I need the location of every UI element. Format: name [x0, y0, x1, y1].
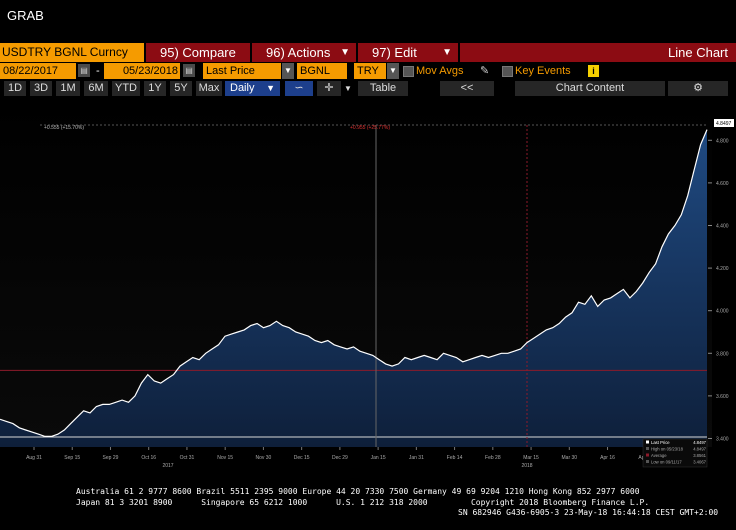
x-tick-label: Sep 15: [64, 455, 80, 461]
x-tick-label: Apr 16: [600, 455, 615, 461]
x-tick-label: Nov 30: [255, 455, 271, 461]
x-tick-label: Dec 29: [332, 455, 348, 461]
last-price-tag-label: 4.8497: [716, 121, 732, 127]
footer-contacts-2: Japan 81 3 3201 8900 Singapore 65 6212 1…: [76, 498, 650, 507]
x-tick-label: Nov 15: [217, 455, 233, 461]
compare-button[interactable]: 95) Compare: [146, 43, 250, 62]
footer-contacts-1: Australia 61 2 9777 8600 Brazil 5511 239…: [76, 487, 640, 496]
y-tick-label: 4.200: [716, 266, 729, 272]
legend-value: 4.8497: [693, 440, 706, 445]
crosshair-icon[interactable]: ✛: [317, 81, 341, 96]
view-mode-label: Line Chart: [460, 43, 736, 62]
edit-label: 97) Edit: [372, 45, 417, 60]
legend-box: [642, 438, 708, 468]
x-tick-label: Jan 31: [409, 455, 424, 461]
chevron-down-icon[interactable]: ▼: [282, 63, 294, 79]
source-field[interactable]: BGNL: [297, 63, 347, 79]
period-6m-button[interactable]: 6M: [84, 81, 108, 96]
x-tick-label: Dec 15: [294, 455, 310, 461]
calendar-icon[interactable]: ▤: [183, 64, 195, 77]
chevron-down-icon: ▼: [340, 47, 350, 58]
frequency-label: Daily: [230, 82, 255, 94]
line-chart-icon[interactable]: ∽: [285, 81, 313, 96]
actions-menu[interactable]: 96) Actions ▼: [252, 43, 356, 62]
x-tick-label: Oct 16: [141, 455, 156, 461]
range-annotation-left: +0.555 (+15.70%): [44, 125, 84, 131]
footer-serial: SN 682946 G436-6905-3 23-May-18 16:44:18…: [458, 508, 719, 517]
y-tick-label: 4.000: [716, 309, 729, 315]
key-events-label: Key Events: [515, 65, 571, 77]
period-bar: 1D 3D 1M 6M YTD 1Y 5Y Max Daily ▼ ∽ ✛ ▼ …: [0, 81, 736, 96]
table-button[interactable]: Table: [358, 81, 408, 96]
chart-content-button[interactable]: Chart Content: [515, 81, 665, 96]
x-tick-label: Aug 31: [26, 455, 42, 461]
y-tick-label: 4.600: [716, 181, 729, 187]
period-1m-button[interactable]: 1M: [56, 81, 80, 96]
range-annotation-right: +0.955 (+25.77%): [350, 125, 390, 131]
x-tick-label: Mar 15: [523, 455, 539, 461]
chevron-down-icon: ▼: [266, 83, 275, 93]
price-line: [0, 129, 708, 437]
compare-label: 95) Compare: [160, 45, 236, 60]
period-3d-button[interactable]: 3D: [30, 81, 52, 96]
end-date-field[interactable]: 05/23/2018: [104, 63, 180, 79]
mov-avgs-checkbox[interactable]: [403, 66, 414, 77]
actions-label: 96) Actions: [266, 45, 331, 60]
legend-label: Last Price: [651, 440, 670, 445]
y-tick-label: 4.800: [716, 138, 729, 144]
year-label: 2017: [162, 463, 173, 469]
y-tick-label: 4.400: [716, 223, 729, 229]
chevron-down-icon[interactable]: ▼: [342, 81, 354, 96]
period-max-button[interactable]: Max: [196, 81, 222, 96]
x-tick-label: Oct 31: [180, 455, 195, 461]
period-1y-button[interactable]: 1Y: [144, 81, 166, 96]
calendar-icon[interactable]: ▤: [78, 64, 90, 77]
last-price-tag: [714, 119, 734, 127]
command-bar: USDTRY BGNL Curncy 95) Compare 96) Actio…: [0, 43, 736, 62]
legend-label: High on 05/23/18: [651, 447, 684, 452]
x-tick-label: Sep 29: [103, 455, 119, 461]
legend-value: 3.4067: [693, 460, 706, 465]
currency-field[interactable]: TRY: [354, 63, 386, 79]
date-separator: -: [96, 65, 100, 77]
period-5y-button[interactable]: 5Y: [170, 81, 192, 96]
year-label: 2018: [521, 463, 532, 469]
legend-swatch: [646, 447, 649, 450]
y-tick-label: 3.600: [716, 394, 729, 400]
legend-swatch: [646, 440, 649, 444]
area-fill: [0, 129, 707, 447]
chevron-down-icon: ▼: [442, 47, 452, 58]
price-chart[interactable]: +0.555 (+15.70%) +0.955 (+25.77%) 3.400 3.6…: [0, 97, 736, 473]
info-icon[interactable]: i: [588, 65, 599, 77]
period-1d-button[interactable]: 1D: [4, 81, 26, 96]
footer: Australia 61 2 9777 8600 Brazil 5511 239…: [0, 485, 736, 530]
edit-menu[interactable]: 97) Edit ▼: [358, 43, 458, 62]
pencil-icon[interactable]: ✎: [480, 65, 490, 77]
legend-swatch: [646, 460, 649, 463]
gear-icon[interactable]: ⚙: [668, 81, 728, 96]
chart-svg: +0.555 (+15.70%) +0.955 (+25.77%) 3.400 3.6…: [0, 97, 734, 469]
y-tick-label: 3.800: [716, 351, 729, 357]
window-title: GRAB: [7, 8, 44, 23]
y-tick-label: 3.400: [716, 436, 729, 442]
legend-label: Average: [651, 453, 667, 458]
x-tick-label: Feb 14: [447, 455, 463, 461]
settings-bar: 08/22/2017 ▤ - 05/23/2018 ▤ Last Price ▼…: [0, 63, 736, 80]
start-date-field[interactable]: 08/22/2017: [0, 63, 76, 79]
x-tick-label: Feb 28: [485, 455, 501, 461]
x-tick-label: Jan 15: [371, 455, 386, 461]
legend-value: 3.8561: [693, 453, 706, 458]
legend-swatch: [646, 453, 649, 457]
legend-value: 4.8497: [693, 447, 706, 452]
frequency-select[interactable]: Daily ▼: [225, 81, 280, 96]
chevron-down-icon[interactable]: ▼: [387, 63, 399, 79]
price-field-select[interactable]: Last Price: [203, 63, 281, 79]
ticker-field[interactable]: USDTRY BGNL Curncy: [0, 43, 144, 62]
nav-back-button[interactable]: <<: [440, 81, 494, 96]
key-events-checkbox[interactable]: [502, 66, 513, 77]
mov-avgs-label: Mov Avgs: [416, 65, 464, 77]
x-tick-label: Mar 30: [562, 455, 578, 461]
period-ytd-button[interactable]: YTD: [112, 81, 140, 96]
legend-label: Low on 09/11/17: [651, 460, 682, 465]
